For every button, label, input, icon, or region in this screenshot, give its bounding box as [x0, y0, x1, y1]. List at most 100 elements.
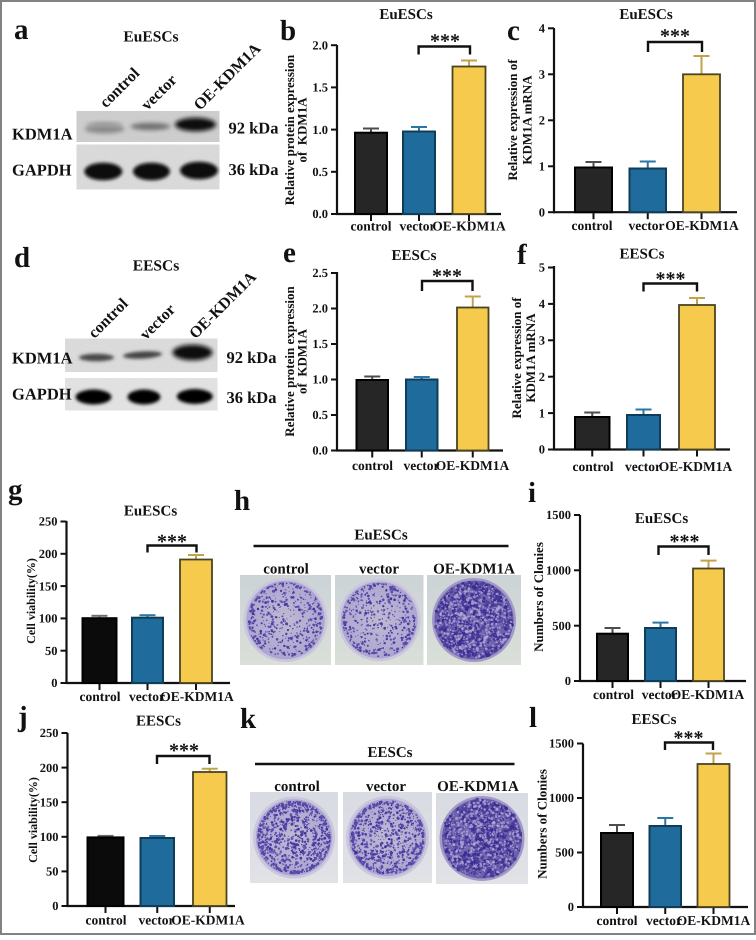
svg-text:3: 3 — [539, 68, 545, 82]
svg-text:KDM1A: KDM1A — [12, 125, 73, 144]
svg-text:KDM1A mRNA: KDM1A mRNA — [523, 313, 538, 403]
svg-text:control: control — [351, 219, 392, 234]
svg-text:1000: 1000 — [546, 564, 571, 578]
svg-text:1.0: 1.0 — [312, 123, 328, 137]
svg-text:EESCs: EESCs — [619, 247, 664, 263]
svg-text:100: 100 — [40, 830, 59, 844]
svg-text:of KDM1A: of KDM1A — [295, 328, 310, 394]
svg-text:a: a — [14, 14, 29, 46]
svg-text:control: control — [352, 458, 393, 473]
svg-text:vector: vector — [404, 458, 440, 473]
svg-text:1.0: 1.0 — [312, 373, 328, 387]
svg-text:0: 0 — [568, 900, 574, 914]
svg-text:OE-KDM1A: OE-KDM1A — [432, 219, 506, 234]
svg-text:1.5: 1.5 — [312, 337, 328, 351]
svg-text:500: 500 — [552, 619, 571, 633]
svg-text:GAPDH: GAPDH — [12, 385, 72, 404]
svg-text:250: 250 — [40, 726, 59, 740]
svg-text:KDM1A mRNA: KDM1A mRNA — [520, 75, 535, 165]
svg-text:50: 50 — [46, 865, 59, 879]
svg-text:EuESCs: EuESCs — [379, 7, 433, 23]
svg-text:4: 4 — [539, 297, 546, 311]
svg-text:36 kDa: 36 kDa — [227, 388, 277, 407]
svg-text:0: 0 — [539, 443, 545, 457]
svg-text:***: *** — [169, 740, 199, 762]
svg-text:4: 4 — [539, 22, 546, 36]
svg-text:d: d — [14, 242, 30, 274]
svg-text:control: control — [573, 459, 614, 474]
svg-text:vector: vector — [629, 218, 665, 233]
svg-text:1000: 1000 — [549, 791, 574, 805]
svg-text:***: *** — [656, 269, 686, 291]
svg-text:OE-KDM1A: OE-KDM1A — [437, 779, 519, 795]
svg-text:i: i — [528, 477, 536, 509]
svg-text:OE-KDM1A: OE-KDM1A — [677, 913, 751, 928]
svg-text:OE-KDM1A: OE-KDM1A — [659, 459, 733, 474]
svg-text:92 kDa: 92 kDa — [229, 119, 279, 138]
svg-text:GAPDH: GAPDH — [12, 161, 72, 180]
svg-text:c: c — [507, 15, 520, 47]
svg-text:control: control — [593, 687, 634, 702]
svg-text:EESCs: EESCs — [631, 712, 676, 728]
svg-text:250: 250 — [39, 515, 58, 529]
svg-text:***: *** — [660, 26, 690, 48]
svg-text:vector: vector — [625, 459, 661, 474]
svg-text:EuESCs: EuESCs — [354, 528, 408, 544]
svg-text:1500: 1500 — [549, 737, 574, 751]
svg-text:1: 1 — [539, 160, 545, 174]
svg-text:3: 3 — [539, 334, 545, 348]
svg-text:500: 500 — [555, 846, 574, 860]
svg-text:EESCs: EESCs — [136, 714, 181, 730]
svg-text:control: control — [597, 913, 638, 928]
svg-text:1500: 1500 — [546, 508, 571, 522]
svg-text:EESCs: EESCs — [367, 745, 412, 761]
svg-text:EuESCs: EuESCs — [124, 504, 178, 520]
svg-text:e: e — [283, 237, 296, 269]
svg-text:2.0: 2.0 — [312, 302, 328, 316]
svg-text:KDM1A: KDM1A — [12, 349, 73, 368]
svg-text:0.0: 0.0 — [312, 444, 328, 458]
svg-text:100: 100 — [39, 612, 58, 626]
svg-text:Cell viability(%): Cell viability(%) — [26, 777, 40, 863]
svg-text:0: 0 — [51, 676, 57, 690]
svg-text:***: *** — [157, 531, 187, 553]
svg-text:control: control — [86, 913, 127, 928]
svg-text:control: control — [572, 218, 613, 233]
svg-text:***: *** — [430, 31, 460, 53]
svg-text:0.5: 0.5 — [312, 408, 328, 422]
svg-text:vector: vector — [139, 913, 175, 928]
svg-text:OE-KDM1A: OE-KDM1A — [436, 458, 510, 473]
svg-text:Relative expression of: Relative expression of — [509, 297, 524, 419]
svg-text:1: 1 — [539, 406, 545, 420]
svg-text:EuESCs: EuESCs — [123, 29, 178, 46]
svg-text:***: *** — [674, 728, 704, 750]
svg-text:Cell viability(%): Cell viability(%) — [24, 558, 38, 644]
svg-text:5: 5 — [539, 261, 545, 275]
svg-text:***: *** — [432, 266, 462, 288]
svg-text:OE-KDM1A: OE-KDM1A — [171, 913, 245, 928]
svg-text:f: f — [517, 239, 527, 271]
svg-text:control: control — [80, 689, 121, 704]
svg-text:200: 200 — [39, 547, 58, 561]
svg-text:EuESCs: EuESCs — [619, 7, 673, 23]
svg-text:2: 2 — [539, 114, 545, 128]
svg-text:EESCs: EESCs — [133, 258, 180, 275]
svg-text:l: l — [529, 702, 537, 734]
svg-text:50: 50 — [45, 644, 58, 658]
svg-text:Numbers of Clonies: Numbers of Clonies — [535, 769, 550, 879]
svg-text:2.5: 2.5 — [312, 266, 328, 280]
svg-text:92 kDa: 92 kDa — [227, 348, 277, 367]
svg-text:0.5: 0.5 — [312, 165, 328, 179]
svg-text:1.5: 1.5 — [312, 81, 328, 95]
svg-text:b: b — [280, 15, 296, 47]
svg-text:OE-KDM1A: OE-KDM1A — [671, 687, 745, 702]
svg-text:Numbers of Clonies: Numbers of Clonies — [531, 542, 546, 652]
svg-text:***: *** — [670, 531, 700, 553]
svg-text:of KDM1A: of KDM1A — [295, 97, 310, 163]
svg-text:k: k — [240, 703, 257, 735]
svg-text:36 kDa: 36 kDa — [229, 160, 279, 179]
svg-text:h: h — [234, 485, 250, 517]
svg-text:150: 150 — [39, 579, 58, 593]
svg-text:EuESCs: EuESCs — [635, 511, 689, 527]
svg-text:OE-KDM1A: OE-KDM1A — [160, 689, 234, 704]
